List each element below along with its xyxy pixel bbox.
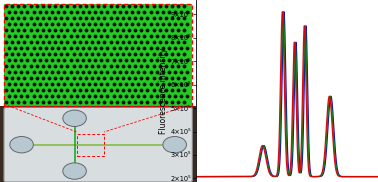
- Ellipse shape: [63, 163, 86, 179]
- Ellipse shape: [63, 110, 86, 126]
- Bar: [4, 4, 192, 106]
- Y-axis label: Fluorescence intensity: Fluorescence intensity: [159, 48, 168, 134]
- Ellipse shape: [10, 136, 33, 153]
- FancyBboxPatch shape: [4, 107, 192, 182]
- Bar: [0, 106, 196, 182]
- Ellipse shape: [163, 136, 186, 153]
